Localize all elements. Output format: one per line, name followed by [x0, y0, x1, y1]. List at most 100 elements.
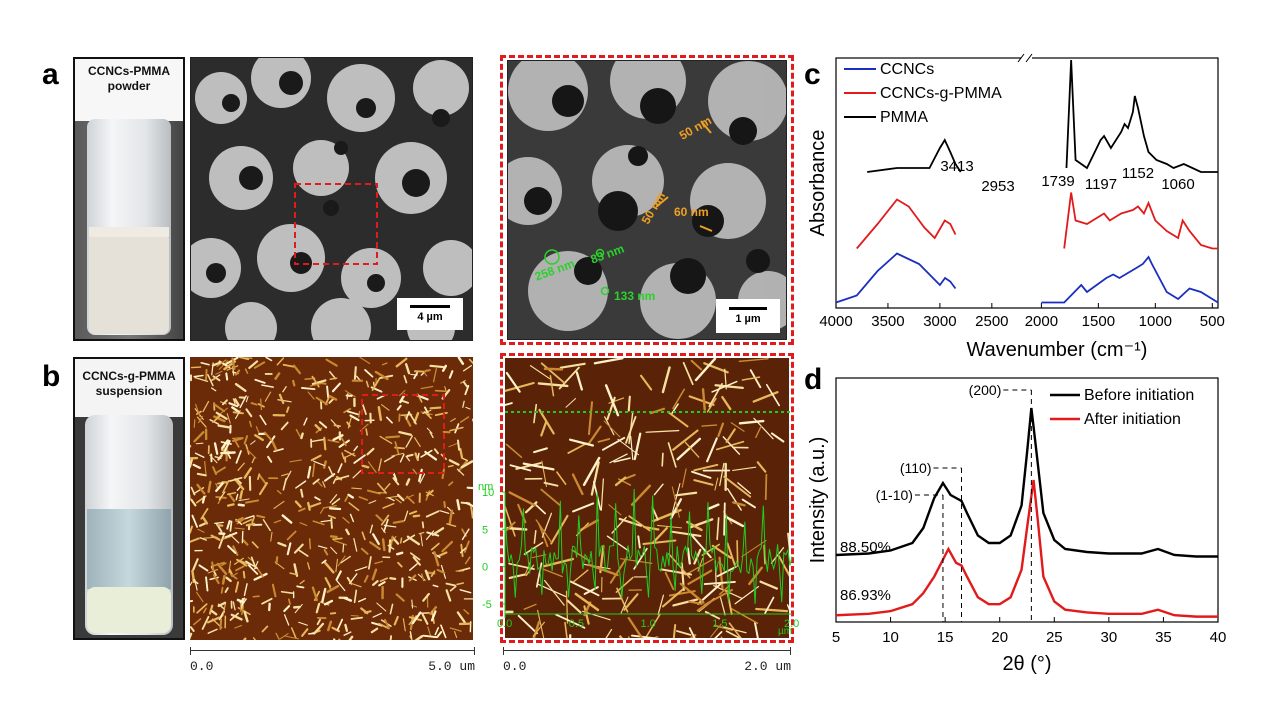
afm-fibril — [312, 478, 320, 485]
afm-fibril — [413, 412, 420, 424]
afm-fibril — [420, 573, 425, 582]
afm-fibril — [413, 372, 419, 380]
afm-fibril — [231, 406, 240, 413]
afm-fibril — [402, 618, 406, 632]
afm-fibril — [532, 620, 541, 638]
afm-fibril — [247, 556, 253, 562]
afm-fibril — [249, 420, 252, 428]
afm-fibril — [328, 394, 338, 401]
afm-fibril — [326, 385, 330, 399]
afm-fibril — [277, 541, 287, 547]
afm-fibril — [335, 475, 350, 481]
afm-fibril — [190, 599, 194, 603]
afm-fibril — [216, 562, 228, 576]
afm-fibril — [276, 489, 282, 495]
afm-fibril — [217, 424, 232, 429]
afm-fibril — [398, 430, 412, 436]
afm-fibril — [376, 482, 387, 494]
afm-fibril — [293, 543, 304, 554]
afm-zoom-texture — [505, 358, 789, 638]
afm-fibril — [672, 429, 699, 451]
afm-fibril — [440, 624, 447, 639]
afm-fibril — [630, 484, 652, 506]
afm-fibril — [235, 493, 239, 501]
sem-zoom-texture — [508, 61, 786, 339]
afm-fibril — [630, 435, 634, 461]
afm-fibril — [243, 583, 248, 597]
sem-right-scale-label: 1 µm — [735, 313, 761, 325]
vial-b-label-line1: CCNCs-g-PMMA — [82, 369, 176, 383]
afm-fibril — [243, 610, 249, 623]
afm-fibril — [404, 363, 411, 375]
afm-fibril — [424, 369, 431, 373]
afm-fibril — [613, 457, 631, 463]
afm-fibril — [267, 455, 273, 463]
afm-fibril — [537, 609, 545, 638]
afm-fibril — [288, 598, 291, 605]
afm-fibril — [466, 486, 473, 490]
afm-fibril — [227, 493, 236, 503]
afm-fibril — [672, 598, 699, 607]
afm-fibril — [330, 546, 338, 555]
afm-fibril — [361, 531, 366, 541]
afm-fibril — [701, 388, 706, 411]
afm-fibril — [725, 428, 736, 443]
afm-fibril — [368, 556, 372, 570]
afm-fibril — [412, 514, 421, 518]
afm-fibril — [543, 481, 559, 487]
afm-fibril — [323, 560, 335, 574]
afm-fibril — [540, 362, 566, 384]
afm-fibril — [363, 574, 369, 583]
profile-trace — [504, 488, 793, 604]
ftir-series-pmma — [867, 138, 962, 173]
afm-fibril — [353, 366, 357, 380]
afm-fibril — [764, 596, 775, 615]
afm-fibril — [405, 435, 414, 448]
ftir-xtick-label: 3500 — [871, 313, 904, 330]
afm-fibril — [328, 466, 334, 477]
afm-fibril — [262, 519, 271, 532]
afm-fibril — [226, 519, 231, 530]
afm-fibril — [237, 462, 245, 471]
ftir-peak-label: 1197 — [1085, 176, 1117, 193]
afm-fibril — [280, 421, 289, 431]
afm-fibril — [344, 623, 349, 632]
xrd-series-after-initiation — [835, 479, 1218, 618]
afm-fibril — [411, 599, 414, 609]
afm-fibril — [196, 603, 208, 614]
afm-fibril — [344, 449, 356, 457]
ftir-break-mark — [1025, 53, 1033, 63]
afm-fibril — [417, 393, 423, 403]
afm-fibril — [276, 357, 285, 366]
afm-fibril — [229, 520, 233, 532]
afm-fibril — [354, 566, 368, 572]
afm-fibril — [605, 628, 613, 638]
xrd-xtick-label: 20 — [991, 629, 1008, 646]
afm-fibril — [540, 488, 561, 506]
afm-fibril — [374, 560, 384, 565]
afm-fibril — [721, 395, 732, 411]
afm-fibril — [198, 564, 209, 572]
afm-fibril — [376, 602, 387, 612]
afm-fibril — [383, 455, 395, 463]
afm-fibril — [224, 531, 238, 539]
afm-fibril — [723, 502, 726, 536]
afm-fibril — [245, 522, 256, 527]
afm-fibril — [301, 387, 316, 391]
profile-xtick: 2.0 — [784, 618, 799, 630]
afm-fibril — [197, 415, 203, 424]
profile-xtick: 0.5 — [569, 618, 584, 630]
afm-fibril — [314, 424, 322, 431]
afm-fibril — [378, 622, 390, 630]
sem-zoom-frame — [500, 55, 794, 345]
afm-fibril — [565, 397, 577, 408]
sem-annot-3: 60 nm — [674, 205, 709, 219]
afm-fibril — [755, 425, 762, 439]
afm-fibril — [411, 611, 422, 625]
afm-fibril — [421, 613, 429, 625]
afm-fibril — [723, 515, 745, 528]
afm-fibril — [211, 561, 215, 572]
profile-ytick: 10 — [482, 487, 494, 499]
xrd-peak-label: (1-10) — [876, 487, 913, 503]
